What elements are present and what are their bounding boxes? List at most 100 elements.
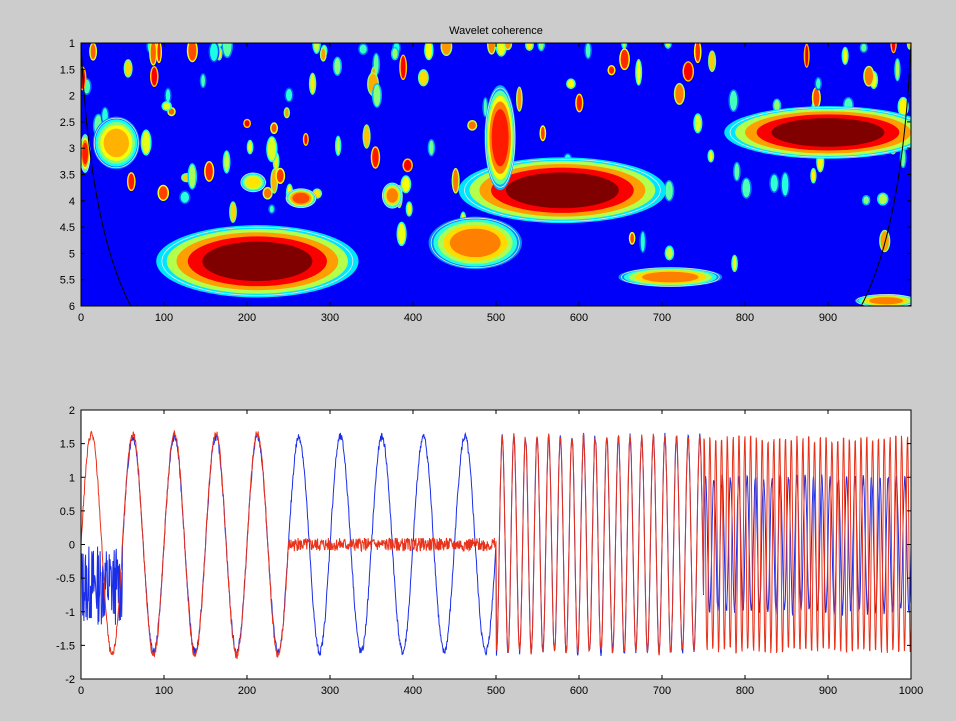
x-tick-label: 100: [155, 312, 173, 324]
coherence-speck: [264, 188, 272, 199]
coherence-speck: [694, 114, 701, 132]
coherence-speck: [770, 174, 778, 192]
coherence-speck: [864, 67, 874, 86]
heatmap-axes: 1 1.5 2 2.5 3 3.5 4 4.5 5 5.5 60 100 200 300 400 500 600…: [60, 38, 911, 324]
x-tick-label: 300: [321, 685, 339, 697]
coherence-speck: [908, 43, 911, 49]
coherence-speck: [222, 43, 232, 57]
y-tick-label: 4: [69, 196, 75, 208]
x-tick-label: 400: [404, 685, 422, 697]
coherence-speck: [142, 130, 151, 155]
coherence-speck: [230, 202, 236, 222]
timeseries-plot: -2 -1.5 -1 -0.5 0 0.5 1 1.5 2 0 100 200 300 400 500 600…: [56, 405, 923, 697]
y-tick-label: 2: [69, 405, 75, 417]
coherence-speck: [162, 102, 171, 110]
coherence-speck: [453, 169, 459, 193]
coherence-speck: [165, 89, 171, 103]
coherence-speck: [517, 88, 522, 111]
coherence-speck: [276, 169, 284, 183]
y-tick-label: 1: [69, 472, 75, 484]
x-tick-label: 600: [570, 312, 588, 324]
series-line-2: [80, 430, 912, 659]
x-tick-label: 200: [238, 312, 256, 324]
y-tick-label: 1.5: [60, 439, 75, 451]
heatmap-content: [81, 43, 911, 306]
coherence-speck: [891, 43, 896, 52]
y-tick-label: 5: [69, 248, 75, 260]
y-tick-label: -1.5: [56, 640, 75, 652]
coherence-speck: [151, 67, 158, 86]
coherence-speck: [373, 84, 381, 107]
coherence-speck: [636, 60, 641, 85]
y-tick-label: 5.5: [60, 275, 75, 287]
x-tick-label: 500: [487, 312, 505, 324]
x-tick-label: 0: [78, 685, 84, 697]
coherence-speck: [899, 98, 908, 115]
coherence-speck: [774, 100, 780, 111]
x-tick-label: 800: [736, 312, 754, 324]
coherence-speck: [622, 43, 626, 48]
coherence-speck: [150, 43, 156, 65]
coherence-speck: [128, 173, 135, 190]
coherence-speck: [398, 223, 406, 245]
x-tick-label: 900: [819, 312, 837, 324]
x-tick-label: 600: [570, 685, 588, 697]
coherence-speck: [576, 95, 582, 111]
cone-of-influence-right: [860, 43, 911, 306]
cone-of-influence-left: [81, 43, 132, 306]
coherence-speck: [781, 173, 789, 196]
coherence-speck: [400, 55, 406, 79]
coherence-speck: [861, 43, 867, 52]
coherence-speck: [334, 58, 341, 75]
coherence-speck: [708, 150, 713, 162]
coherence-speck: [505, 43, 511, 49]
y-tick-label: 3.5: [60, 170, 75, 182]
coherence-speck: [224, 151, 229, 173]
x-tick-label: 900: [819, 685, 837, 697]
coherence-speck: [248, 141, 252, 153]
coherence-speck: [267, 137, 276, 161]
significance-contour: [161, 226, 354, 296]
coherence-speck: [271, 123, 277, 133]
coherence-speck: [313, 43, 320, 53]
x-tick-label: 0: [78, 312, 84, 324]
coherence-speck: [429, 140, 434, 155]
coherence-speck: [364, 125, 370, 148]
coherence-speck: [843, 48, 848, 64]
x-tick-label: 700: [653, 685, 671, 697]
significance-contour: [464, 158, 661, 222]
coherence-speck: [630, 233, 634, 244]
coherence-region: [386, 188, 398, 203]
y-tick-label: 3: [69, 143, 75, 155]
significance-contour: [285, 188, 317, 208]
coherence-speck: [488, 43, 495, 54]
coherence-speck: [157, 43, 161, 62]
coherence-speck: [286, 89, 293, 101]
y-tick-label: 2.5: [60, 117, 75, 129]
y-tick-label: -0.5: [56, 573, 75, 585]
significance-contour: [856, 294, 911, 306]
coherence-speck: [620, 49, 629, 69]
coherence-speck: [816, 78, 821, 89]
significance-contour: [620, 267, 720, 287]
coherence-speck: [336, 137, 340, 155]
x-tick-label: 700: [653, 312, 671, 324]
coherence-speck: [419, 70, 428, 85]
x-tick-label: 200: [238, 685, 256, 697]
timeseries-axes: -2 -1.5 -1 -0.5 0 0.5 1 1.5 2 0 100 200 300 400 500 600…: [56, 405, 923, 697]
coherence-speck: [210, 43, 218, 61]
y-tick-label: -2: [65, 674, 75, 686]
y-tick-label: 6: [69, 301, 75, 313]
coherence-speck: [813, 88, 820, 108]
coherence-speck: [359, 44, 367, 54]
coherence-speck: [666, 246, 673, 259]
coherence-speck: [402, 176, 410, 192]
coherence-speck: [425, 43, 433, 59]
y-tick-label: -1: [65, 607, 75, 619]
coherence-speck: [483, 98, 487, 116]
coherence-speck: [732, 256, 737, 271]
coherence-speck: [878, 193, 888, 205]
coherence-region: [869, 297, 904, 305]
coherence-region: [103, 128, 129, 158]
